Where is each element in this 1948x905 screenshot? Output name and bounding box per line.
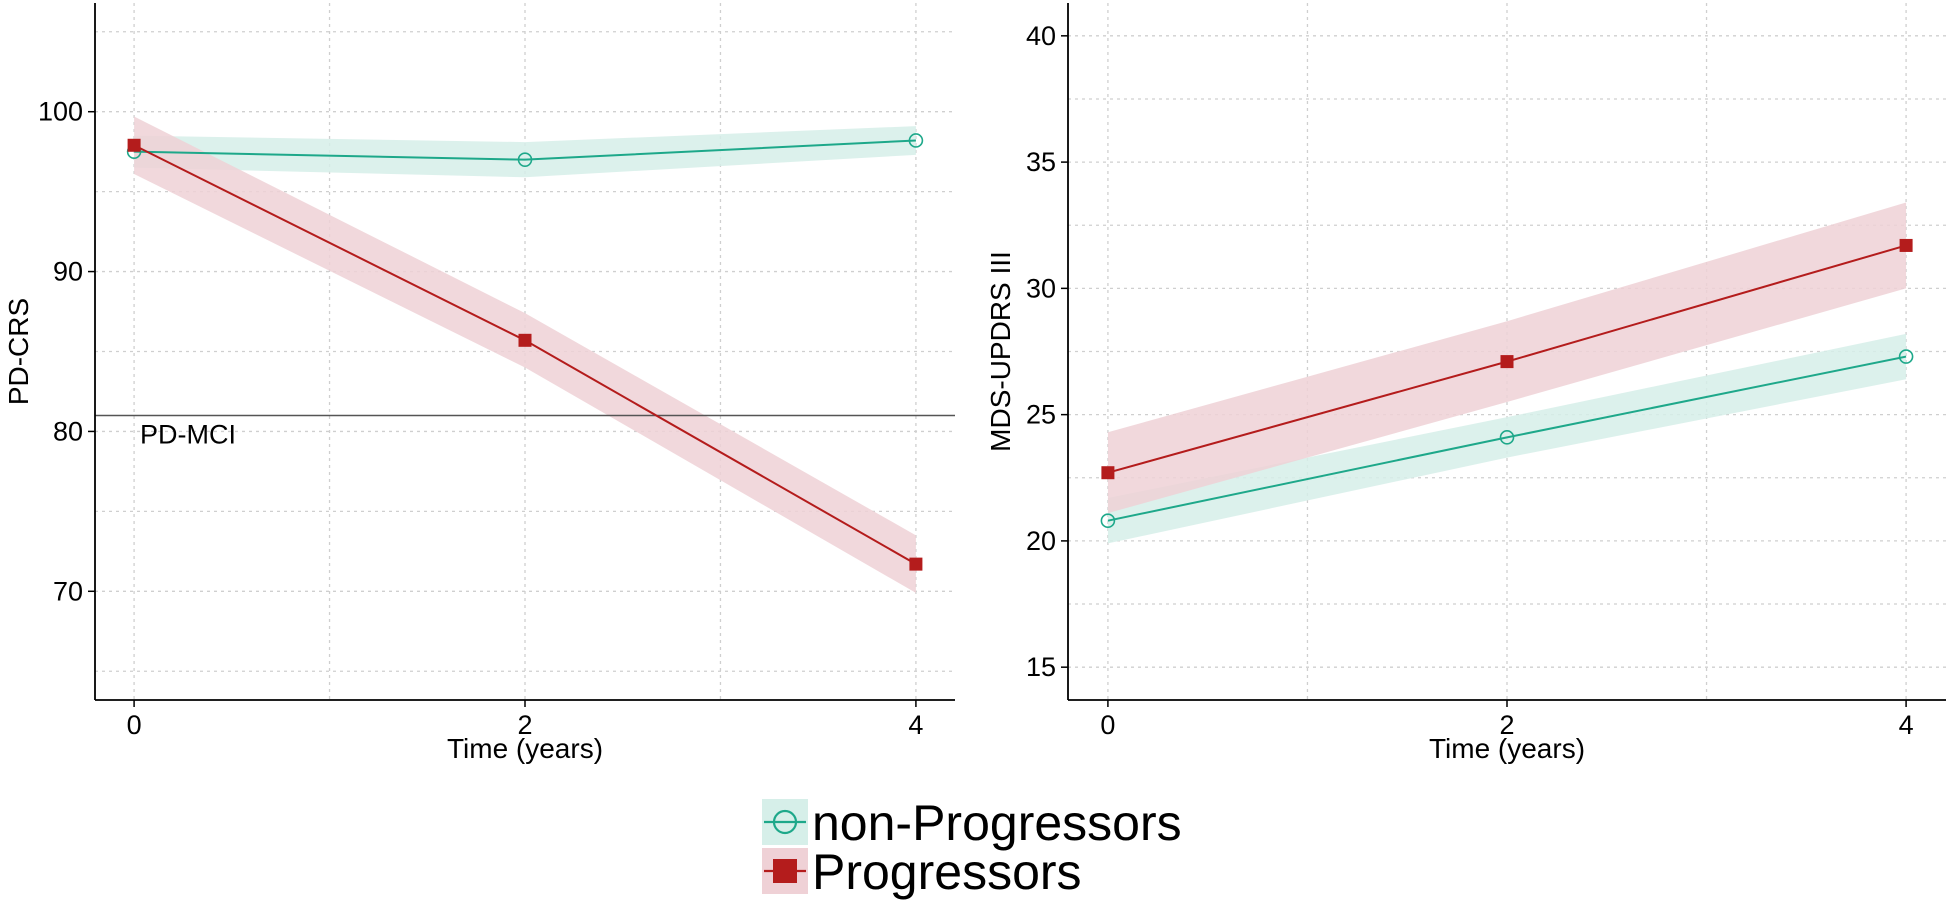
- x-axis-title: Time (years): [1429, 733, 1585, 764]
- non-progressors-point: [1100, 513, 1116, 528]
- y-tick-label: 30: [1026, 273, 1056, 303]
- progressors-point: [518, 333, 532, 347]
- y-tick-label: 15: [1026, 652, 1056, 682]
- chart-panel-left: PD-MCI 70 80 90 100 0 2 4 Time (years) PD-CRS: [3, 3, 955, 764]
- legend-progressors-marker: [773, 859, 797, 883]
- progressors-point: [1500, 355, 1514, 369]
- y-tick-label: 80: [53, 416, 83, 446]
- y-tick-label: 70: [53, 576, 83, 606]
- legend-non-progressors-label: non-Progressors: [812, 795, 1182, 851]
- x-tick-label: 0: [127, 710, 142, 740]
- non-progressors-point: [908, 133, 924, 148]
- non-progressors-line: [134, 139, 916, 161]
- y-tick-label: 20: [1026, 526, 1056, 556]
- progressors-point: [1899, 238, 1913, 252]
- progressors-point: [127, 138, 141, 152]
- x-tick-label: 4: [1899, 710, 1914, 740]
- x-tick-label: 0: [1100, 710, 1115, 740]
- y-tick-label: 90: [53, 257, 83, 287]
- y-tick-label: 25: [1026, 400, 1056, 430]
- y-tick-label: 35: [1026, 147, 1056, 177]
- x-tick-label: 2: [1499, 710, 1514, 740]
- x-tick-label: 2: [517, 710, 532, 740]
- progressors-ci-band: [134, 116, 916, 593]
- non-progressors-ci-band: [1107, 333, 1907, 544]
- non-progressors-ci-band: [134, 126, 916, 178]
- non-progressors-point: [517, 152, 533, 167]
- legend-progressors-label: Progressors: [812, 844, 1082, 900]
- legend-non-progressors-marker: [772, 809, 798, 835]
- y-axis-title: PD-CRS: [3, 298, 34, 405]
- progressors-point: [1101, 466, 1115, 480]
- non-progressors-point: [1499, 430, 1515, 445]
- progressors-point: [909, 557, 923, 571]
- y-tick-label: 100: [38, 97, 83, 127]
- non-progressors-line: [1107, 355, 1907, 522]
- reference-line-label: PD-MCI: [140, 419, 236, 449]
- non-progressors-point: [1898, 349, 1914, 364]
- gridlines: [95, 3, 955, 700]
- y-tick-label: 40: [1026, 21, 1056, 51]
- x-tick-label: 4: [908, 710, 923, 740]
- x-axis-title: Time (years): [447, 733, 603, 764]
- y-axis-title: MDS-UPDRS III: [985, 251, 1016, 452]
- chart-panel-right: 15 20 25 30 35 40 0 2 4 Time (years) MDS-UPDRS III: [985, 3, 1946, 764]
